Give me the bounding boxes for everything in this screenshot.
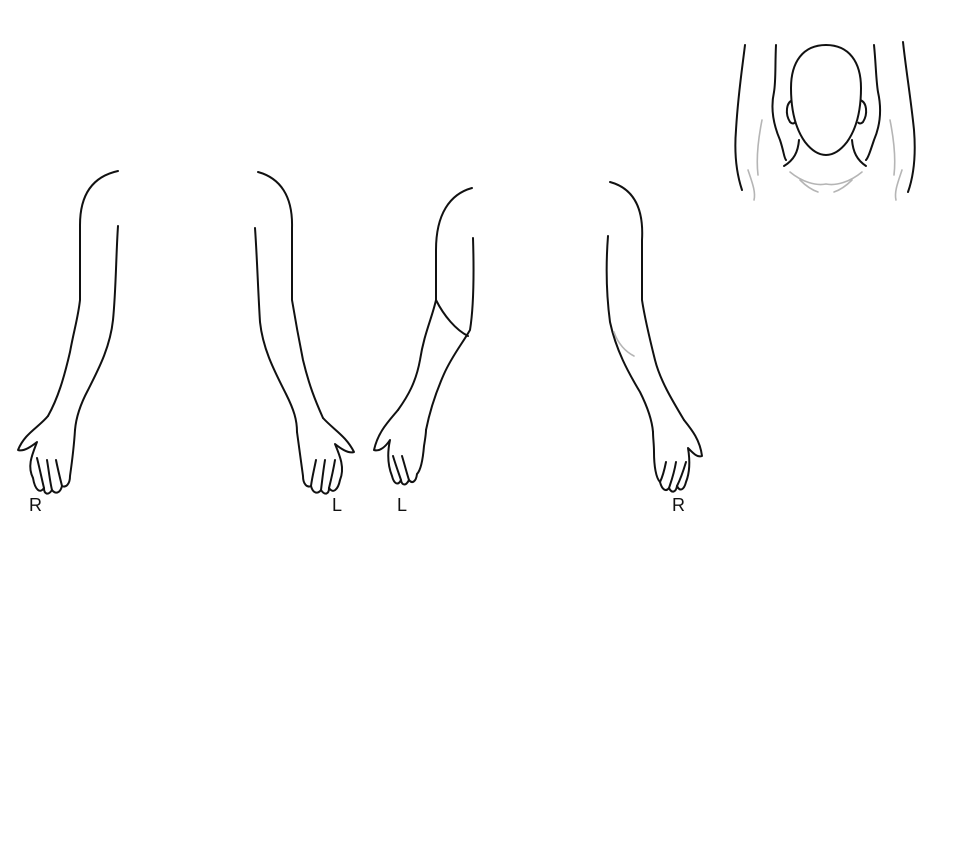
view-palms-back: L R — [373, 181, 703, 515]
label-right-side-back: R — [672, 495, 685, 515]
label-right-side-front: R — [29, 495, 42, 515]
left-arm-front — [254, 171, 355, 495]
view-palms-forward: R L — [17, 170, 355, 515]
inset-arm-right — [902, 41, 916, 193]
right-hand-front — [17, 415, 76, 495]
left-hand-back — [373, 409, 427, 486]
inset-arm-left — [734, 44, 746, 191]
label-left-side-back: L — [397, 495, 407, 515]
inset-head — [790, 44, 862, 156]
right-arm-front — [17, 170, 119, 495]
left-arm-back — [373, 187, 475, 486]
left-hand-front — [296, 417, 355, 495]
right-arm-back — [605, 181, 703, 493]
inset-arms-raised — [734, 41, 916, 201]
label-left-side-front: L — [332, 495, 342, 515]
